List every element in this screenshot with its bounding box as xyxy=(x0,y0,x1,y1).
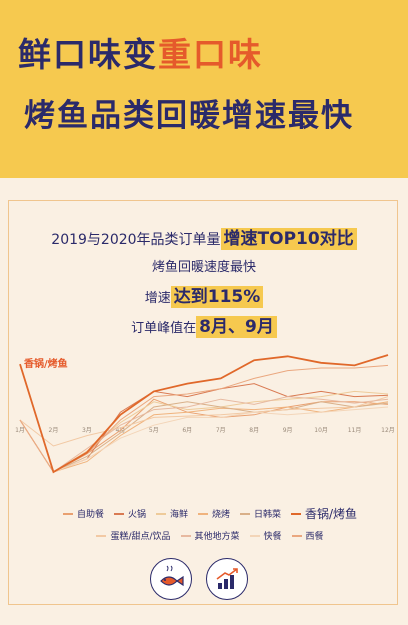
subtitle-line1: 烤鱼回暖速度最快 xyxy=(151,260,256,275)
x-tick-label: 1月 xyxy=(15,427,25,434)
subtitle-line2: 增速 达到115% xyxy=(0,282,408,308)
x-tick-label: 11月 xyxy=(348,427,362,434)
series-line xyxy=(19,396,389,447)
legend-label: 西餐 xyxy=(305,532,324,542)
fish-icon xyxy=(150,558,192,600)
x-tick-label: 3月 xyxy=(82,427,92,434)
legend-item: 自助餐 xyxy=(62,505,104,522)
subtitle-line2-prefix: 增速 xyxy=(144,291,171,306)
legend-swatch xyxy=(291,534,302,537)
headline-line1: 鲜口味变重口味 xyxy=(18,28,263,76)
legend-label: 香锅/烤鱼 xyxy=(305,507,358,521)
legend-label: 自助餐 xyxy=(76,510,104,520)
series-line xyxy=(19,396,389,473)
header-banner: 鲜口味变重口味 烤鱼品类回暖增速最快 xyxy=(0,0,408,178)
chart-title-highlight: 增速TOP10对比 xyxy=(220,228,357,250)
legend-swatch xyxy=(291,512,302,515)
legend-label: 日韩菜 xyxy=(254,510,282,520)
legend-label: 海鲜 xyxy=(169,510,188,520)
headline-line1-a: 鲜口味变 xyxy=(18,35,158,74)
legend-item: 其他地方菜 xyxy=(180,529,240,542)
x-tick-label: 7月 xyxy=(216,427,226,434)
headline-line1-accent: 重口味 xyxy=(158,35,263,74)
subtitle-line3-highlight: 8月、9月 xyxy=(196,316,277,338)
legend-item: 烧烤 xyxy=(197,505,230,522)
series-line xyxy=(19,364,389,473)
chart-title: 2019与2020年品类订单量 增速TOP10对比 xyxy=(0,224,408,250)
legend-swatch xyxy=(155,512,166,515)
legend-label: 蛋糕/甜点/饮品 xyxy=(110,532,171,542)
legend-swatch xyxy=(180,534,191,537)
series-line xyxy=(19,390,389,473)
legend-label: 烧烤 xyxy=(211,510,230,520)
subtitle-line3-prefix: 订单峰值在 xyxy=(131,321,197,336)
headline-line2: 烤鱼品类回暖增速最快 xyxy=(24,98,354,134)
legend-swatch xyxy=(249,534,260,537)
legend-row: 自助餐 火锅 海鲜 烧烤 日韩菜 香锅/烤鱼 xyxy=(30,505,390,522)
series-line xyxy=(19,401,389,473)
series-line xyxy=(19,354,389,474)
legend-label: 火锅 xyxy=(127,510,146,520)
subtitle-line2-highlight: 达到115% xyxy=(170,286,264,308)
legend-item: 香锅/烤鱼 xyxy=(291,505,357,522)
series-line xyxy=(19,406,389,473)
legend-swatch xyxy=(96,534,107,537)
x-tick-label: 5月 xyxy=(149,427,159,434)
legend-item: 日韩菜 xyxy=(240,505,281,522)
subtitle-line3: 订单峰值在 8月、9月 xyxy=(0,312,408,338)
chart-legend: 自助餐 火锅 海鲜 烧烤 日韩菜 香锅/烤鱼蛋糕/甜点/饮品 其他地方菜 快餐 西餐 xyxy=(30,505,390,549)
x-tick-label: 12月 xyxy=(381,427,395,434)
legend-row: 蛋糕/甜点/饮品 其他地方菜 快餐 西餐 xyxy=(30,529,390,542)
legend-swatch xyxy=(113,512,124,515)
x-tick-label: 10月 xyxy=(314,427,328,434)
legend-swatch xyxy=(62,512,73,515)
legend-item: 快餐 xyxy=(249,529,282,542)
x-tick-label: 6月 xyxy=(182,427,192,434)
growth-chart-icon xyxy=(206,558,248,600)
legend-item: 蛋糕/甜点/饮品 xyxy=(96,529,171,542)
chart-title-prefix: 2019与2020年品类订单量 xyxy=(51,232,221,248)
x-tick-label: 8月 xyxy=(249,427,259,434)
legend-item: 西餐 xyxy=(291,529,324,542)
legend-item: 海鲜 xyxy=(155,505,188,522)
series-annotation: 香锅/烤鱼 xyxy=(24,357,68,370)
legend-swatch xyxy=(197,512,208,515)
icon-row xyxy=(150,558,248,600)
x-tick-label: 9月 xyxy=(283,427,293,434)
x-tick-label: 2月 xyxy=(49,427,59,434)
legend-label: 其他地方菜 xyxy=(194,532,240,542)
legend-label: 快餐 xyxy=(263,532,282,542)
legend-swatch xyxy=(240,512,250,515)
legend-item: 火锅 xyxy=(113,505,146,522)
